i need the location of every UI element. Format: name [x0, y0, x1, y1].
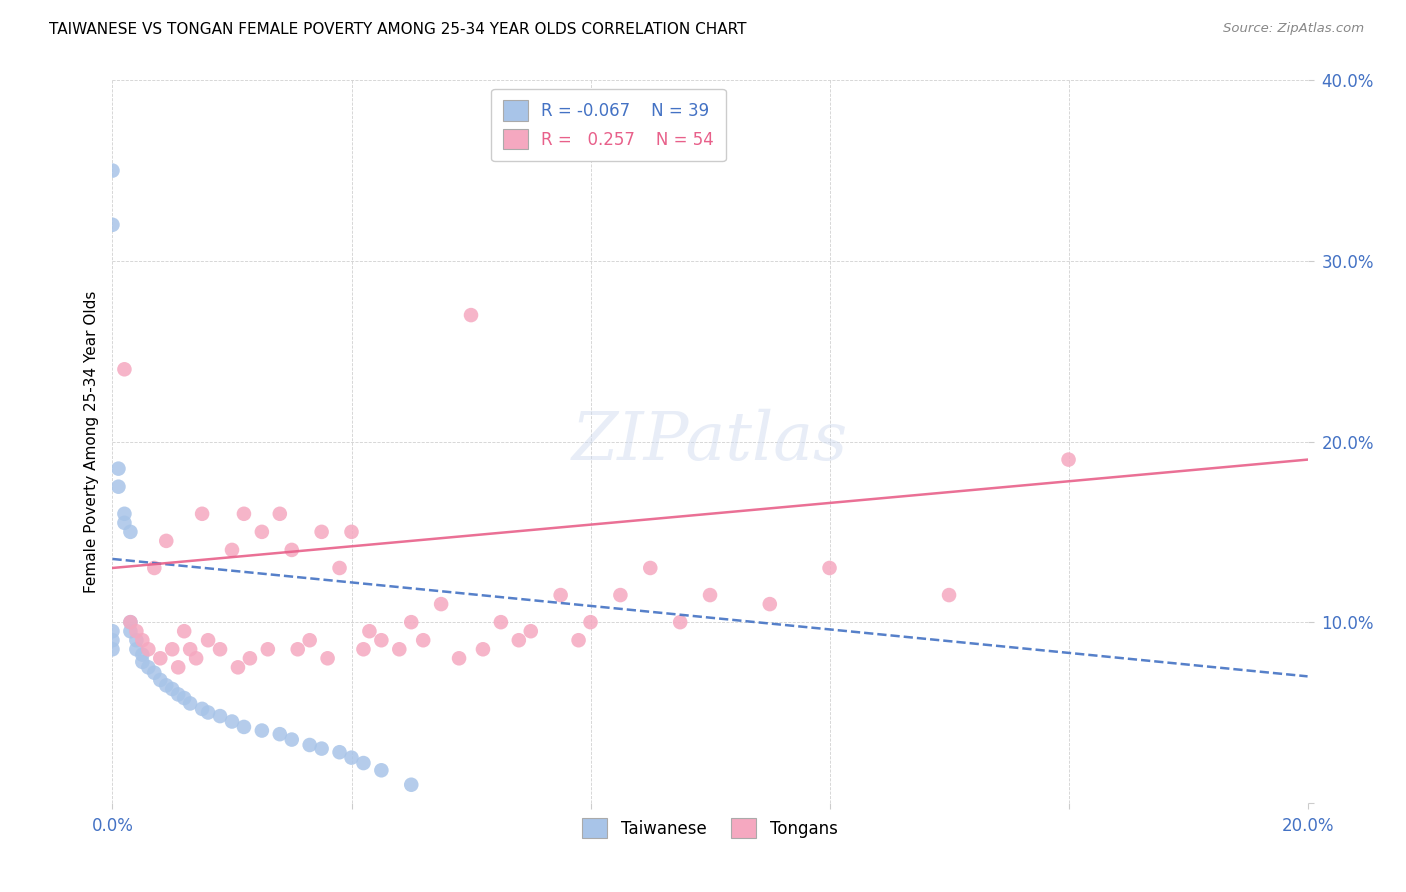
Point	[173, 624, 195, 639]
Point	[149, 651, 172, 665]
Point	[233, 720, 256, 734]
Point	[167, 660, 190, 674]
Point	[329, 561, 352, 575]
Point	[179, 697, 201, 711]
Point	[186, 651, 208, 665]
Point	[568, 633, 591, 648]
Point	[287, 642, 309, 657]
Y-axis label: Female Poverty Among 25-34 Year Olds: Female Poverty Among 25-34 Year Olds	[83, 291, 98, 592]
Point	[508, 633, 530, 648]
Point	[449, 651, 471, 665]
Point	[143, 665, 166, 680]
Point	[472, 642, 495, 657]
Point	[209, 642, 232, 657]
Point	[125, 633, 148, 648]
Point	[579, 615, 602, 630]
Point	[281, 542, 304, 557]
Point	[131, 633, 153, 648]
Point	[197, 633, 219, 648]
Point	[221, 714, 243, 729]
Point	[281, 732, 304, 747]
Point	[101, 624, 124, 639]
Point	[138, 642, 160, 657]
Point	[191, 702, 214, 716]
Point	[359, 624, 381, 639]
Text: TAIWANESE VS TONGAN FEMALE POVERTY AMONG 25-34 YEAR OLDS CORRELATION CHART: TAIWANESE VS TONGAN FEMALE POVERTY AMONG…	[49, 22, 747, 37]
Point	[120, 524, 142, 539]
Point	[250, 524, 273, 539]
Point	[699, 588, 721, 602]
Point	[340, 524, 363, 539]
Point	[107, 480, 129, 494]
Point	[107, 461, 129, 475]
Point	[101, 163, 124, 178]
Text: Source: ZipAtlas.com: Source: ZipAtlas.com	[1223, 22, 1364, 36]
Point	[101, 218, 124, 232]
Point	[609, 588, 631, 602]
Point	[298, 633, 321, 648]
Point	[353, 642, 375, 657]
Point	[311, 524, 333, 539]
Point	[120, 615, 142, 630]
Point	[101, 642, 124, 657]
Point	[353, 756, 375, 770]
Point	[209, 709, 232, 723]
Point	[125, 642, 148, 657]
Point	[114, 516, 135, 530]
Point	[269, 507, 291, 521]
Text: ZIPatlas: ZIPatlas	[572, 409, 848, 475]
Point	[233, 507, 256, 521]
Point	[311, 741, 333, 756]
Point	[370, 633, 392, 648]
Point	[257, 642, 280, 657]
Point	[120, 624, 142, 639]
Point	[430, 597, 453, 611]
Point	[460, 308, 482, 322]
Point	[143, 561, 166, 575]
Point	[329, 745, 352, 759]
Point	[388, 642, 411, 657]
Point	[226, 660, 249, 674]
Point	[173, 691, 195, 706]
Point	[938, 588, 960, 602]
Point	[149, 673, 172, 687]
Point	[520, 624, 543, 639]
Point	[114, 362, 135, 376]
Point	[120, 615, 142, 630]
Point	[669, 615, 692, 630]
Point	[125, 624, 148, 639]
Point	[155, 678, 177, 692]
Point	[155, 533, 177, 548]
Point	[250, 723, 273, 738]
Point	[401, 778, 423, 792]
Point	[131, 648, 153, 662]
Point	[191, 507, 214, 521]
Point	[401, 615, 423, 630]
Point	[489, 615, 512, 630]
Point	[167, 687, 190, 701]
Point	[298, 738, 321, 752]
Point	[550, 588, 572, 602]
Point	[340, 750, 363, 764]
Point	[316, 651, 339, 665]
Point	[818, 561, 841, 575]
Point	[269, 727, 291, 741]
Point	[162, 681, 183, 696]
Point	[1057, 452, 1080, 467]
Point	[101, 633, 124, 648]
Point	[197, 706, 219, 720]
Point	[239, 651, 262, 665]
Point	[640, 561, 662, 575]
Point	[162, 642, 183, 657]
Point	[138, 660, 160, 674]
Point	[179, 642, 201, 657]
Point	[412, 633, 434, 648]
Point	[370, 764, 392, 778]
Point	[114, 507, 135, 521]
Point	[221, 542, 243, 557]
Legend: Taiwanese, Tongans: Taiwanese, Tongans	[575, 812, 845, 845]
Point	[131, 655, 153, 669]
Point	[759, 597, 782, 611]
